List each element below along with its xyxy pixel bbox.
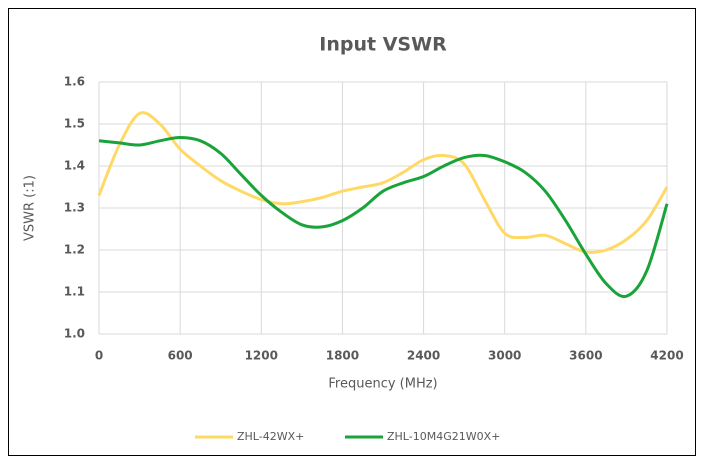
y-tick-label: 1.0 <box>64 327 85 341</box>
series-line <box>98 135 669 299</box>
x-tick-label: 1800 <box>326 349 359 363</box>
x-tick-label: 600 <box>168 349 193 363</box>
y-tick-label: 1.2 <box>64 243 85 257</box>
y-tick-label: 1.1 <box>64 285 85 299</box>
chart-title: Input VSWR <box>319 34 447 56</box>
x-tick-label: 1200 <box>245 349 278 363</box>
x-tick-label: 3000 <box>488 349 521 363</box>
chart-border <box>8 8 696 456</box>
y-tick-label: 1.3 <box>64 201 85 215</box>
legend-label: ZHL-42WX+ <box>237 430 304 443</box>
x-axis-label: Frequency (MHz) <box>328 377 437 392</box>
y-tick-label: 1.5 <box>64 117 85 131</box>
series-line <box>97 111 669 255</box>
y-axis-label: VSWR (:1) <box>23 175 38 241</box>
x-tick-label: 0 <box>95 349 103 363</box>
legend-label: ZHL-10M4G21W0X+ <box>387 430 500 443</box>
x-tick-label: 4200 <box>650 349 683 363</box>
x-tick-label: 2400 <box>407 349 440 363</box>
y-tick-label: 1.4 <box>64 159 85 173</box>
y-tick-label: 1.6 <box>64 75 85 89</box>
x-tick-label: 3600 <box>569 349 602 363</box>
